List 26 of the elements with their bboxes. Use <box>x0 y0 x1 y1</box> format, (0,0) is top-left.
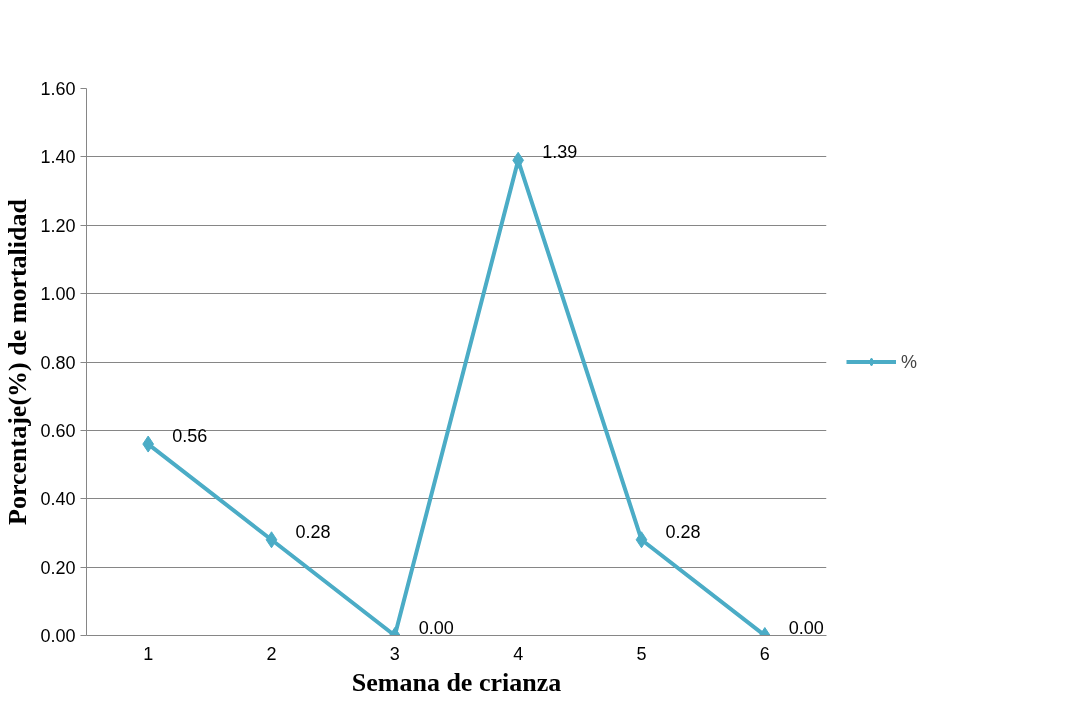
y-tick-label: 0.40 <box>40 489 76 510</box>
y-tick-label: 0.00 <box>40 626 76 646</box>
y-tick-label: 1.00 <box>40 284 76 305</box>
y-axis-title: Porcentaje(%) de mortalidad <box>3 198 33 525</box>
y-tick-label: 0.60 <box>40 420 76 441</box>
data-label: 0.56 <box>172 426 208 447</box>
legend-label: % <box>901 351 918 372</box>
point <box>265 531 278 549</box>
data-label: 0.00 <box>788 617 824 638</box>
data-label: 0.00 <box>418 617 454 638</box>
x-tick-label: 6 <box>759 643 770 664</box>
x-tick-label: 3 <box>389 643 400 664</box>
y-tick-label: 1.60 <box>40 79 76 99</box>
y-tick-label: 1.20 <box>40 215 76 236</box>
data-label: 0.28 <box>295 521 331 542</box>
x-tick-label: 5 <box>636 643 647 664</box>
x-tick-label: 4 <box>513 643 524 664</box>
x-axis-title: Semana de crianza <box>351 667 562 697</box>
x-tick-label: 1 <box>143 643 154 664</box>
y-tick-label: 1.40 <box>40 147 76 168</box>
x-tick-label: 2 <box>266 643 277 664</box>
point <box>635 531 648 549</box>
data-label: 1.39 <box>542 142 578 163</box>
y-tick-label: 0.20 <box>40 557 76 578</box>
data-label: 0.28 <box>665 521 701 542</box>
y-tick-label: 0.80 <box>40 352 76 373</box>
